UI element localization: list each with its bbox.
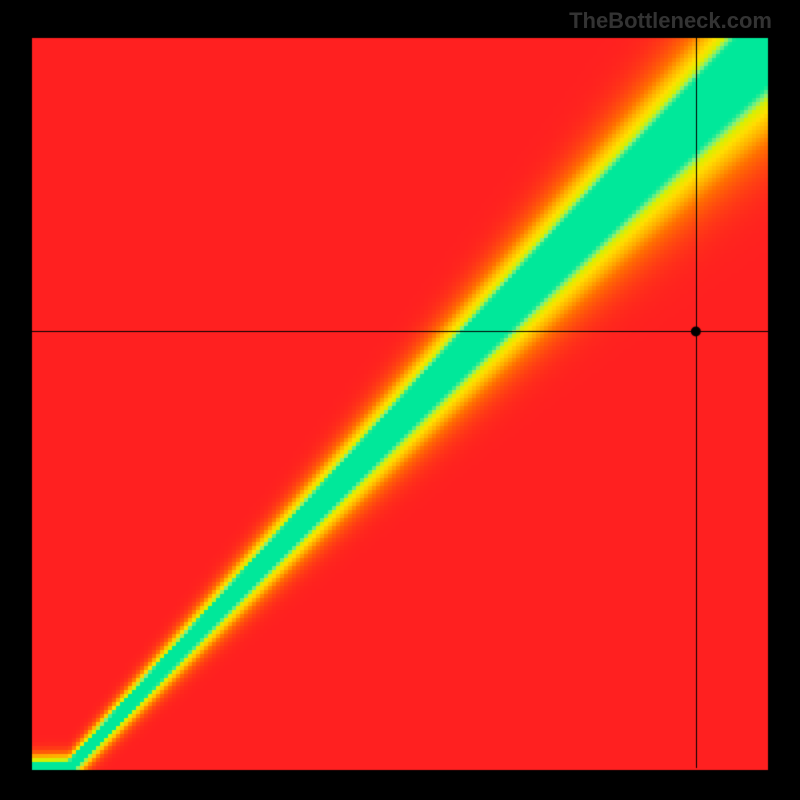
watermark-text: TheBottleneck.com xyxy=(569,8,772,34)
heatmap-canvas xyxy=(0,0,800,800)
chart-container: TheBottleneck.com xyxy=(0,0,800,800)
